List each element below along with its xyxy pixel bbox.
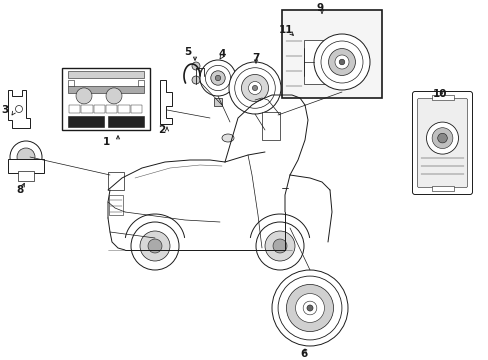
Circle shape (200, 60, 236, 96)
Circle shape (437, 133, 447, 143)
Circle shape (234, 68, 275, 108)
Bar (68, 71, 143, 78)
Polygon shape (160, 80, 172, 124)
Bar (8, 159, 44, 173)
Bar (430, 95, 452, 100)
Bar (106, 105, 117, 113)
Circle shape (328, 49, 355, 76)
Text: 10: 10 (432, 89, 447, 99)
Circle shape (295, 293, 324, 323)
Text: 9: 9 (316, 3, 323, 13)
Text: 3: 3 (1, 105, 9, 115)
Circle shape (192, 76, 200, 84)
Circle shape (339, 59, 344, 65)
Text: 11: 11 (278, 25, 293, 35)
Text: 5: 5 (184, 47, 191, 57)
Bar (304, 40, 325, 84)
Circle shape (228, 62, 281, 114)
Circle shape (252, 85, 257, 91)
Circle shape (17, 148, 35, 166)
Circle shape (272, 239, 286, 253)
Polygon shape (8, 90, 30, 128)
FancyBboxPatch shape (417, 99, 467, 188)
Circle shape (286, 284, 333, 332)
Bar (214, 98, 222, 106)
Bar (282, 10, 381, 98)
Circle shape (271, 270, 347, 346)
Circle shape (10, 141, 42, 173)
Circle shape (278, 276, 341, 340)
Bar (118, 105, 129, 113)
Circle shape (106, 88, 122, 104)
Bar (68, 86, 143, 93)
FancyBboxPatch shape (412, 91, 471, 194)
Bar (108, 172, 124, 190)
Bar (430, 186, 452, 191)
Bar (69, 105, 80, 113)
Bar (130, 105, 142, 113)
Circle shape (264, 231, 294, 261)
Circle shape (313, 34, 369, 90)
Circle shape (131, 222, 179, 270)
Bar (109, 195, 123, 215)
Ellipse shape (222, 134, 234, 142)
Text: 8: 8 (16, 185, 23, 195)
Circle shape (426, 122, 458, 154)
Circle shape (248, 81, 261, 94)
Bar (62, 68, 150, 130)
Text: 2: 2 (158, 125, 165, 135)
Circle shape (200, 69, 207, 77)
Bar (262, 112, 280, 140)
Circle shape (320, 41, 362, 83)
Circle shape (334, 55, 348, 69)
Text: 7: 7 (252, 53, 259, 63)
Bar (94, 105, 105, 113)
Text: 1: 1 (102, 137, 109, 147)
Circle shape (241, 75, 268, 102)
Circle shape (140, 231, 170, 261)
Circle shape (148, 239, 162, 253)
Circle shape (192, 62, 200, 70)
Circle shape (210, 71, 225, 85)
Circle shape (76, 88, 92, 104)
Circle shape (256, 222, 304, 270)
Circle shape (431, 128, 452, 149)
Circle shape (303, 301, 316, 315)
Text: 4: 4 (218, 49, 225, 59)
Bar (18, 171, 34, 181)
Circle shape (306, 305, 312, 311)
Bar (81, 105, 93, 113)
Bar (68, 116, 104, 127)
Circle shape (16, 105, 22, 112)
Bar (68, 80, 74, 86)
Circle shape (215, 75, 220, 81)
Circle shape (205, 66, 230, 91)
Bar (107, 116, 143, 127)
Bar (138, 80, 143, 86)
Text: 6: 6 (300, 349, 307, 359)
